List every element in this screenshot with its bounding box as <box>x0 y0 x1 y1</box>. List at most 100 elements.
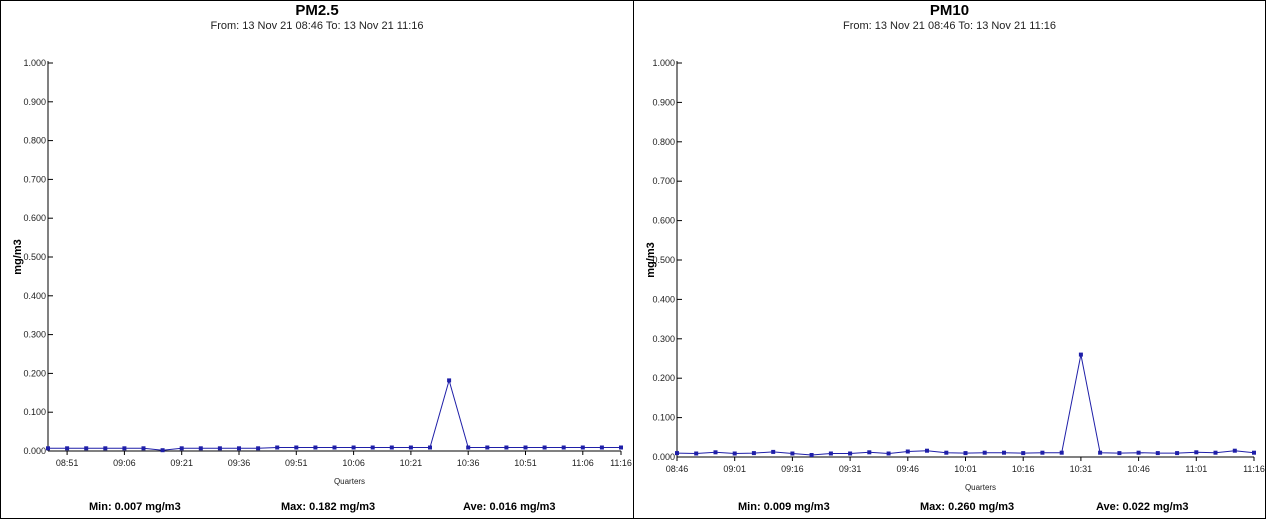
data-point <box>1117 451 1122 456</box>
y-tick-label: 0.500 <box>23 252 46 262</box>
x-tick-label: 10:36 <box>457 458 480 468</box>
x-tick-label: 09:01 <box>723 464 746 474</box>
stats-bar: Min: 0.009 mg/m3 Max: 0.260 mg/m3 Ave: 0… <box>634 501 1265 515</box>
x-tick-label: 10:46 <box>1127 464 1150 474</box>
data-point <box>198 446 203 451</box>
pm10-plot: 0.000 0.100 0.200 0.300 0.400 0.500 0.600 0.700… <box>645 58 1265 492</box>
stat-min: Min: 0.009 mg/m3 <box>738 501 830 513</box>
data-point <box>732 451 737 456</box>
data-point <box>256 446 261 451</box>
x-axis-title: Quarters <box>965 483 996 492</box>
data-point <box>408 445 413 450</box>
y-tick-label: 0.600 <box>652 216 675 226</box>
stat-min: Min: 0.007 mg/m3 <box>89 501 181 513</box>
data-point <box>809 453 814 457</box>
data-point <box>1213 450 1218 455</box>
y-tick-label: 0.000 <box>23 446 46 456</box>
data-point <box>428 445 432 450</box>
data-point <box>751 451 756 456</box>
chart-subtitle: From: 13 Nov 21 08:46 To: 13 Nov 21 11:1… <box>210 20 424 32</box>
x-tick-label: 08:46 <box>666 464 689 474</box>
data-point <box>828 451 833 456</box>
stat-max: Max: 0.182 mg/m3 <box>281 501 376 513</box>
x-tick-label: 09:46 <box>897 464 920 474</box>
data-point <box>179 446 184 451</box>
y-tick-label: 0.900 <box>652 97 675 107</box>
data-point <box>599 445 604 450</box>
x-tick-label: 10:06 <box>342 458 365 468</box>
data-point <box>275 445 280 450</box>
data-point <box>542 445 547 450</box>
pm25-plot: 0.000 0.100 0.200 0.300 0.400 0.500 0.600 0.700… <box>12 58 632 486</box>
chart-title: PM2.5 <box>295 2 339 19</box>
data-point <box>1059 450 1064 455</box>
y-tick-label: 1.000 <box>23 58 46 68</box>
data-point <box>351 445 356 450</box>
data-point <box>1252 450 1256 455</box>
x-tick-label: 09:31 <box>839 464 862 474</box>
y-tick-label: 0.600 <box>23 213 46 223</box>
y-axis-title: mg/m3 <box>12 239 24 274</box>
data-point <box>237 446 241 451</box>
data-point <box>963 451 968 456</box>
y-tick-label: 1.000 <box>652 58 675 68</box>
data-point <box>84 446 89 451</box>
data-point <box>982 450 987 455</box>
data-point <box>1232 448 1237 453</box>
stat-ave: Ave: 0.022 mg/m3 <box>1096 501 1189 513</box>
stats-bar: Min: 0.007 mg/m3 Max: 0.182 mg/m3 Ave: 0… <box>1 501 633 515</box>
data-point <box>619 445 623 450</box>
data-point <box>370 445 375 450</box>
data-point <box>886 451 891 456</box>
x-tick-label: 10:16 <box>1012 464 1035 474</box>
data-point <box>523 445 528 450</box>
data-point <box>141 446 146 451</box>
data-point <box>1098 450 1103 455</box>
y-tick-label: 0.900 <box>23 97 46 107</box>
chart-title: PM10 <box>929 2 970 19</box>
data-point <box>1021 451 1026 456</box>
data-point <box>504 445 509 450</box>
y-tick-label: 0.300 <box>23 330 46 340</box>
y-tick-label: 0.700 <box>652 176 675 186</box>
data-point <box>1078 352 1083 357</box>
data-point <box>46 446 50 451</box>
y-tick-label: 0.100 <box>23 407 46 417</box>
y-tick-label: 0.800 <box>652 137 675 147</box>
y-tick-label: 0.400 <box>652 294 675 304</box>
data-point <box>944 450 949 455</box>
data-point <box>790 451 795 456</box>
data-point <box>1194 450 1199 455</box>
data-point <box>771 449 776 454</box>
y-tick-label: 0.100 <box>652 413 675 423</box>
data-point <box>580 445 585 450</box>
data-point <box>713 450 718 455</box>
y-tick-label: 0.300 <box>652 334 675 344</box>
data-point <box>867 450 872 455</box>
x-tick-label: 09:36 <box>228 458 251 468</box>
data-point <box>389 445 394 450</box>
y-tick-label: 0.400 <box>23 291 46 301</box>
x-tick-label: 11:01 <box>1185 464 1207 474</box>
data-point <box>103 446 108 451</box>
x-axis-title: Quarters <box>334 477 365 486</box>
y-tick-label: 0.000 <box>652 452 675 462</box>
x-tick-label: 10:01 <box>954 464 977 474</box>
data-point <box>313 445 318 450</box>
y-tick-label: 0.500 <box>652 255 675 265</box>
data-point <box>1155 451 1160 456</box>
pm25-chart-panel: PM2.5 From: 13 Nov 21 08:46 To: 13 Nov 2… <box>0 0 634 519</box>
data-point <box>485 445 490 450</box>
y-axis-title: mg/m3 <box>645 242 657 277</box>
stat-max: Max: 0.260 mg/m3 <box>920 501 1015 513</box>
x-tick-label: 11:16 <box>1243 464 1265 474</box>
chart-subtitle: From: 13 Nov 21 08:46 To: 13 Nov 21 11:1… <box>842 20 1056 32</box>
data-point <box>694 451 699 456</box>
x-tick-label: 10:31 <box>1070 464 1093 474</box>
data-point <box>848 451 853 456</box>
data-point <box>1040 450 1045 455</box>
data-point <box>466 445 471 450</box>
x-tick-label: 08:51 <box>56 458 79 468</box>
data-point <box>160 448 165 453</box>
data-point <box>294 445 299 450</box>
